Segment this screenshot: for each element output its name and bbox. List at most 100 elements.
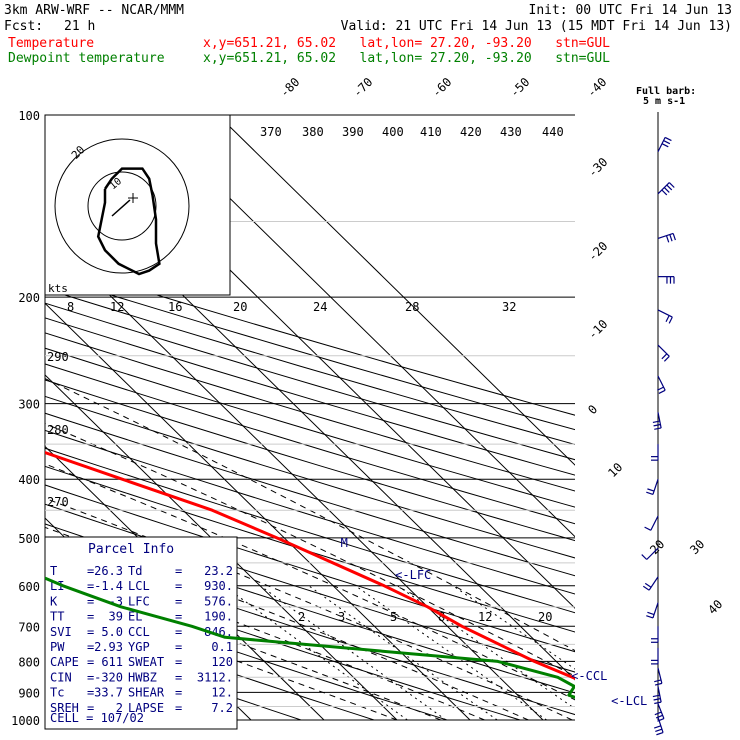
level-marker: M — [341, 536, 348, 550]
parcel-key: TT — [50, 610, 64, 624]
pressure-label: 400 — [18, 473, 40, 487]
isotherm-label: -50 — [507, 75, 532, 100]
parcel-key: CCL — [128, 625, 150, 639]
dewpoint-line — [45, 576, 575, 699]
mixing-ratio-line — [260, 585, 447, 720]
hodograph-outer-ring — [54, 138, 190, 274]
parcel-key: = — [175, 640, 182, 654]
parcel-key: CIN — [50, 670, 72, 684]
mixing-ratio-label: 20 — [538, 610, 552, 624]
parcel-value: 2.93 — [94, 640, 123, 654]
theta-e-label: 440 — [542, 125, 564, 139]
barb-unit: 5 m s-1 — [643, 96, 685, 107]
pressure-label: 800 — [18, 655, 40, 669]
theta-e-label: 390 — [342, 125, 364, 139]
wind-barb — [644, 515, 659, 531]
temperature-info: x,y=651.21, 65.02 lat,lon= 27.20, -93.20… — [203, 36, 610, 51]
pressure-label: 1000 — [11, 714, 40, 728]
mixing-ratio-label: 3 — [338, 610, 345, 624]
isotherm-line — [45, 374, 398, 720]
theta-e-label: 430 — [500, 125, 522, 139]
mixing-ratio-label: 12 — [478, 610, 492, 624]
isotherm-label: 20 — [647, 537, 667, 557]
pressure-label: 200 — [18, 291, 40, 305]
wind-barb — [657, 309, 673, 324]
wind-barb — [654, 717, 664, 736]
parcel-info-panel: Parcel Info T = 26.3 Td = 23.2LI = -1.4 LCL = 930.… — [44, 536, 238, 730]
wind-barb — [651, 647, 659, 665]
theta-e-label: 410 — [420, 125, 442, 139]
temperature-label: Temperature — [8, 36, 95, 51]
isotherm-line — [217, 115, 575, 466]
moist-adiabat — [45, 378, 575, 652]
valid-time: Valid: 21 UTC Fri 14 Jun 13 (15 MDT Fri … — [340, 19, 732, 34]
pressure-label: 900 — [18, 686, 40, 700]
isotherm-line — [45, 302, 471, 720]
parcel-key: = — [175, 670, 182, 684]
parcel-value: -320 — [94, 670, 123, 684]
pressure-label: 100 — [18, 109, 40, 123]
parcel-key: = — [175, 686, 182, 700]
wind-barb — [654, 667, 663, 686]
wind-barb — [654, 703, 665, 722]
parcel-value: 611 — [101, 655, 123, 669]
scale-label: 8 — [67, 300, 74, 314]
isotherm-line — [144, 115, 575, 538]
parcel-value: 2 — [116, 701, 123, 715]
parcel-key: = — [87, 625, 94, 639]
wind-barb — [646, 602, 659, 619]
temperature-line — [45, 450, 575, 680]
storm-motion-vector — [111, 199, 131, 217]
parcel-key: Tc — [50, 686, 64, 700]
parcel-value: 190. — [204, 610, 233, 624]
isotherm-label: 30 — [687, 537, 707, 557]
parcel-key: K — [50, 594, 58, 608]
wind-barb — [652, 412, 662, 430]
theta-e-label: 370 — [260, 125, 282, 139]
isotherm-label: -30 — [585, 155, 610, 180]
isotherm-label: 40 — [705, 597, 725, 617]
scale-label: 20 — [233, 300, 247, 314]
pressure-label: 300 — [18, 398, 40, 412]
isotherm-label: -40 — [584, 75, 609, 100]
parcel-key: SHEAR — [128, 686, 165, 700]
dry-adiabat-label: 290 — [47, 350, 69, 364]
parcel-key: = — [175, 625, 182, 639]
parcel-info-title: Parcel Info — [88, 542, 174, 557]
fcst-label: Fcst: — [4, 19, 44, 34]
wind-barb — [641, 547, 659, 560]
parcel-key: = — [175, 655, 182, 669]
parcel-value: -1.4 — [94, 579, 123, 593]
scale-label: 12 — [110, 300, 124, 314]
wind-barb — [646, 479, 659, 495]
parcel-key: LAPSE — [128, 701, 164, 715]
isotherm-line — [45, 231, 544, 720]
wind-barb — [657, 344, 670, 362]
pressure-label: 700 — [18, 620, 40, 634]
parcel-value: 0.1 — [211, 640, 233, 654]
mixing-ratio-label: 5 — [390, 610, 397, 624]
wind-barb — [651, 444, 659, 461]
parcel-value: 846. — [204, 625, 233, 639]
parcel-key: = — [87, 655, 94, 669]
wind-barb-column: Full barb: 5 m s-1 — [636, 86, 696, 736]
dewpoint-label: Dewpoint temperature — [8, 51, 165, 66]
parcel-key: = — [175, 610, 182, 624]
wind-barb — [657, 182, 675, 196]
mixing-ratio-label: 2 — [298, 610, 305, 624]
parcel-value: 7.2 — [211, 701, 233, 715]
wind-barb — [657, 136, 672, 152]
parcel-key: LCL — [128, 579, 150, 593]
theta-e-label: 400 — [382, 125, 404, 139]
hodograph-units: kts — [48, 282, 68, 295]
parcel-key: YGP — [128, 640, 150, 654]
hodograph-inner-ring — [87, 171, 157, 241]
hodograph-trace — [96, 167, 161, 276]
parcel-value: 576. — [204, 594, 233, 608]
pressure-label: 600 — [18, 580, 40, 594]
parcel-key: PW — [50, 640, 65, 654]
parcel-value: 26.3 — [94, 564, 123, 578]
scale-label: 28 — [405, 300, 419, 314]
